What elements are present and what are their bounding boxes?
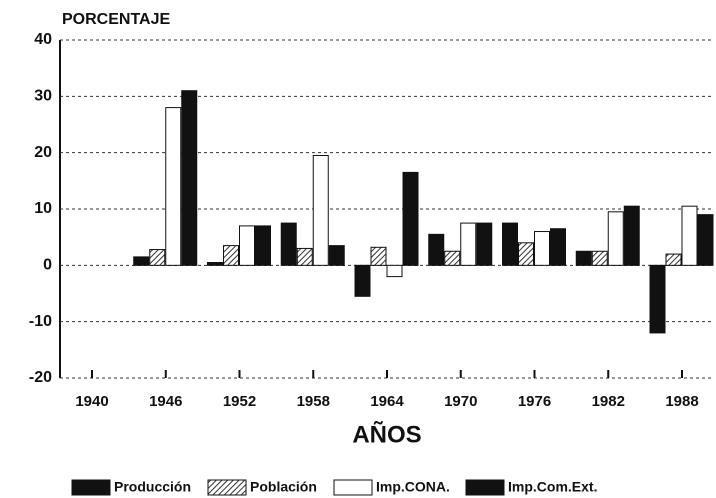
bar [223, 245, 239, 266]
y-tick-label: -20 [29, 369, 52, 386]
bar [649, 264, 666, 334]
x-tick-label: 1988 [665, 393, 698, 410]
legend-label: Población [250, 479, 317, 495]
x-tick-label: 1964 [370, 393, 404, 410]
y-tick-label: 10 [34, 200, 52, 217]
y-tick-label: 20 [34, 144, 52, 161]
bar [280, 222, 297, 266]
bar [149, 249, 166, 266]
bar [133, 256, 150, 266]
legend-label: Imp.CONA. [376, 479, 450, 495]
bar [623, 205, 640, 266]
bar [255, 225, 271, 266]
x-tick-label: 1958 [297, 393, 330, 410]
bar [370, 246, 387, 266]
bar [502, 222, 518, 266]
bar [575, 250, 592, 266]
bar [207, 262, 223, 266]
y-axis-label: PORCENTAJE [62, 11, 170, 28]
bar [460, 222, 477, 266]
bar [591, 250, 608, 266]
bar [534, 231, 550, 266]
bar [239, 225, 255, 266]
legend-label: Imp.Com.Ext. [508, 479, 597, 495]
y-tick-label: 30 [34, 88, 52, 105]
y-tick-label: 40 [34, 31, 52, 48]
x-tick-label: 1976 [518, 393, 551, 410]
bar [165, 107, 182, 266]
legend-swatch [465, 479, 505, 496]
x-tick-label: 1946 [149, 393, 182, 410]
legend-swatch [71, 479, 111, 496]
x-tick-label: 1952 [223, 393, 256, 410]
bar [181, 90, 198, 266]
x-axis-label: AÑOS [352, 420, 421, 448]
bar [428, 233, 445, 266]
x-tick-label: 1940 [75, 393, 108, 410]
bar [312, 154, 329, 266]
bar [476, 222, 493, 266]
bar [697, 214, 714, 266]
bar [386, 264, 403, 278]
bar [444, 250, 461, 266]
x-tick-label: 1970 [444, 393, 477, 410]
bar [296, 247, 313, 266]
legend-swatch [333, 479, 373, 496]
bar [354, 264, 371, 297]
bar [681, 205, 698, 266]
bar [665, 253, 682, 266]
legend-label: Producción [114, 479, 191, 495]
bar [328, 245, 345, 266]
bar [518, 242, 534, 266]
bar [607, 211, 624, 266]
y-tick-label: -10 [29, 313, 52, 330]
bar [402, 171, 419, 266]
bar [550, 228, 566, 266]
y-tick-label: 0 [43, 257, 52, 274]
x-tick-label: 1982 [592, 393, 625, 410]
legend-swatch [207, 479, 247, 496]
